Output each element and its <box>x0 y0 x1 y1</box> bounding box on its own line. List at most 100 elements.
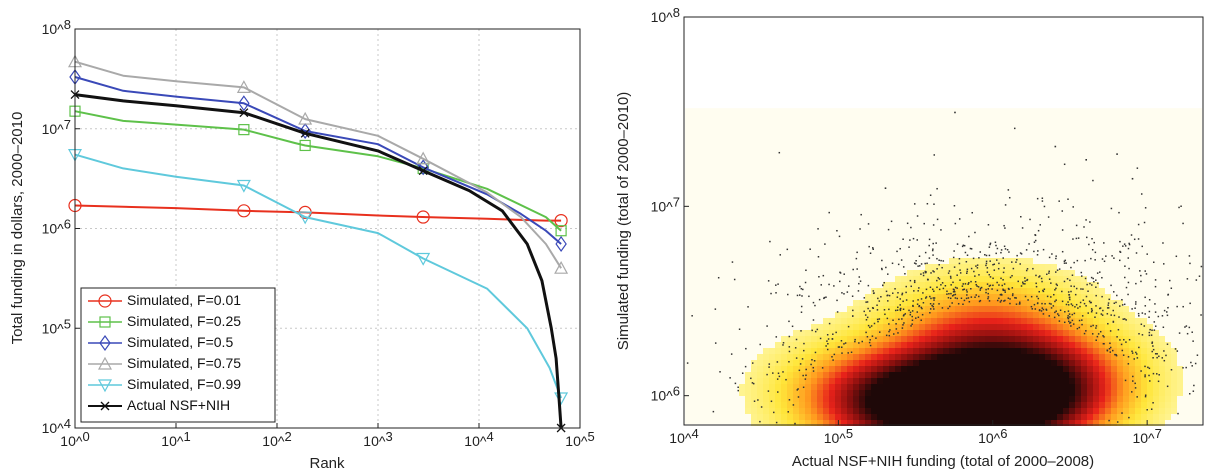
heatmap-cell <box>907 372 913 378</box>
heatmap-cell <box>889 384 895 390</box>
heatmap-cell <box>841 378 847 384</box>
series-line <box>74 93 563 429</box>
heatmap-cell <box>955 378 961 384</box>
left-y-ticks: 10^410^510^610^710^8 <box>42 17 80 436</box>
scatter-point <box>967 297 970 299</box>
x-tick-label: 10^3 <box>363 429 392 449</box>
scatter-point <box>1041 200 1044 202</box>
scatter-point <box>798 369 801 372</box>
heatmap-cell <box>1081 366 1087 372</box>
scatter-point <box>869 326 871 329</box>
heatmap-cell <box>979 366 985 372</box>
heatmap-cell <box>1111 390 1117 396</box>
scatter-point <box>857 290 860 292</box>
heatmap-cell <box>1003 324 1009 330</box>
heatmap-cell <box>751 384 757 390</box>
heatmap-cell <box>901 282 907 288</box>
heatmap-cell <box>1141 408 1147 414</box>
scatter-point <box>777 372 780 375</box>
heatmap-cell <box>1129 390 1135 396</box>
heatmap-cell <box>961 270 967 276</box>
heatmap-cell <box>919 330 925 336</box>
heatmap-cell <box>805 360 811 366</box>
scatter-point <box>1043 205 1046 208</box>
scatter-point <box>1169 279 1171 282</box>
scatter-point <box>872 290 875 292</box>
heatmap-cell <box>973 402 979 408</box>
heatmap-cell <box>973 288 979 294</box>
scatter-point <box>909 239 911 241</box>
heatmap-cell <box>913 306 919 312</box>
scatter-point <box>887 228 890 231</box>
scatter-point <box>971 211 973 214</box>
heatmap-cell <box>997 312 1003 318</box>
scatter-point <box>978 274 980 276</box>
heatmap-cell <box>781 408 787 414</box>
heatmap-cell <box>889 348 895 354</box>
heatmap-cell <box>1165 402 1171 408</box>
scatter-point <box>987 224 990 226</box>
heatmap-cell <box>787 336 793 342</box>
heatmap-cell <box>949 318 955 324</box>
heatmap-cell <box>919 366 925 372</box>
heatmap-cell <box>853 330 859 336</box>
scatter-point <box>877 297 879 300</box>
heatmap-cell <box>883 324 889 330</box>
scatter-point <box>827 342 829 345</box>
scatter-point <box>1070 285 1072 287</box>
scatter-point <box>846 291 849 293</box>
scatter-point <box>932 303 935 305</box>
scatter-point <box>987 288 990 290</box>
scatter-point <box>1003 267 1005 269</box>
scatter-point <box>965 260 968 263</box>
scatter-point <box>804 378 807 380</box>
heatmap-cell <box>1021 330 1027 336</box>
scatter-point <box>1054 145 1057 148</box>
heatmap-cell <box>1069 270 1075 276</box>
heatmap-cell <box>1057 390 1063 396</box>
scatter-point <box>963 288 965 291</box>
heatmap-cell <box>979 348 985 354</box>
scatter-point <box>1020 215 1022 218</box>
heatmap-cell <box>1063 420 1069 426</box>
scatter-point <box>843 293 845 295</box>
heatmap-cell <box>1147 336 1153 342</box>
heatmap-cell <box>1159 384 1165 390</box>
heatmap-cell <box>1033 384 1039 390</box>
scatter-point <box>760 406 763 408</box>
heatmap-cell <box>973 390 979 396</box>
scatter-point <box>767 390 770 392</box>
scatter-point <box>924 251 927 254</box>
heatmap-cell <box>1045 270 1051 276</box>
scatter-point <box>933 290 935 293</box>
scatter-point <box>954 222 957 225</box>
heatmap-cell <box>991 312 997 318</box>
scatter-point <box>1144 305 1147 307</box>
scatter-point <box>1188 255 1191 257</box>
heatmap-cell <box>949 306 955 312</box>
heatmap-cell <box>985 390 991 396</box>
heatmap-cell <box>787 396 793 402</box>
heatmap-cell <box>1027 402 1033 408</box>
scatter-point <box>1182 367 1184 369</box>
scatter-point <box>1073 312 1076 315</box>
scatter-point <box>1030 295 1033 298</box>
heatmap-cell <box>1105 336 1111 342</box>
scatter-point <box>1047 216 1050 218</box>
series-point <box>239 108 249 118</box>
scatter-point <box>1035 285 1038 288</box>
heatmap-cell <box>1039 402 1045 408</box>
heatmap-cell <box>889 312 895 318</box>
heatmap-cell <box>859 396 865 402</box>
scatter-point <box>1008 288 1010 291</box>
scatter-point <box>818 276 820 278</box>
heatmap-cell <box>1165 354 1171 360</box>
heatmap-cell <box>1087 288 1093 294</box>
heatmap-cell <box>1039 330 1045 336</box>
heatmap-cell <box>1099 372 1105 378</box>
heatmap-cell <box>781 396 787 402</box>
scatter-point <box>1070 303 1073 305</box>
heatmap-cell <box>889 408 895 414</box>
scatter-point <box>873 322 876 325</box>
heatmap-cell <box>895 342 901 348</box>
